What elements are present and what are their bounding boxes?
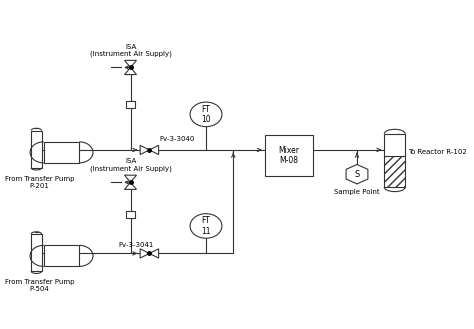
Polygon shape bbox=[140, 145, 149, 155]
Polygon shape bbox=[149, 249, 159, 258]
Text: FT
10: FT 10 bbox=[201, 105, 211, 124]
Text: S: S bbox=[355, 170, 360, 179]
Bar bbox=[126, 101, 135, 108]
Text: Sample Point: Sample Point bbox=[334, 189, 380, 195]
Bar bbox=[44, 142, 79, 163]
Bar bbox=[126, 212, 135, 218]
Text: Fv-3-3041: Fv-3-3041 bbox=[118, 241, 153, 248]
Text: Fv-3-3040: Fv-3-3040 bbox=[160, 136, 195, 142]
Bar bbox=[31, 234, 42, 271]
Polygon shape bbox=[125, 182, 137, 190]
Bar bbox=[264, 136, 313, 176]
Bar bbox=[31, 131, 42, 168]
Bar bbox=[44, 245, 79, 266]
Text: ISA
(Instrument Air Supply): ISA (Instrument Air Supply) bbox=[90, 159, 172, 172]
Circle shape bbox=[190, 102, 222, 127]
Text: FT
11: FT 11 bbox=[201, 216, 211, 236]
Polygon shape bbox=[125, 60, 137, 67]
Polygon shape bbox=[140, 249, 149, 258]
Polygon shape bbox=[149, 145, 159, 155]
Text: From Transfer Pump
P-201: From Transfer Pump P-201 bbox=[5, 176, 74, 189]
Polygon shape bbox=[346, 164, 368, 184]
Polygon shape bbox=[125, 67, 137, 75]
Bar bbox=[384, 156, 405, 187]
Text: From Transfer Pump
P-504: From Transfer Pump P-504 bbox=[5, 279, 74, 292]
Bar bbox=[384, 134, 405, 187]
Polygon shape bbox=[125, 175, 137, 182]
Circle shape bbox=[190, 214, 222, 238]
Text: ISA
(Instrument Air Supply): ISA (Instrument Air Supply) bbox=[90, 44, 172, 57]
Text: To Reactor R-102: To Reactor R-102 bbox=[408, 149, 467, 155]
Text: Mixer
M-08: Mixer M-08 bbox=[278, 146, 300, 165]
